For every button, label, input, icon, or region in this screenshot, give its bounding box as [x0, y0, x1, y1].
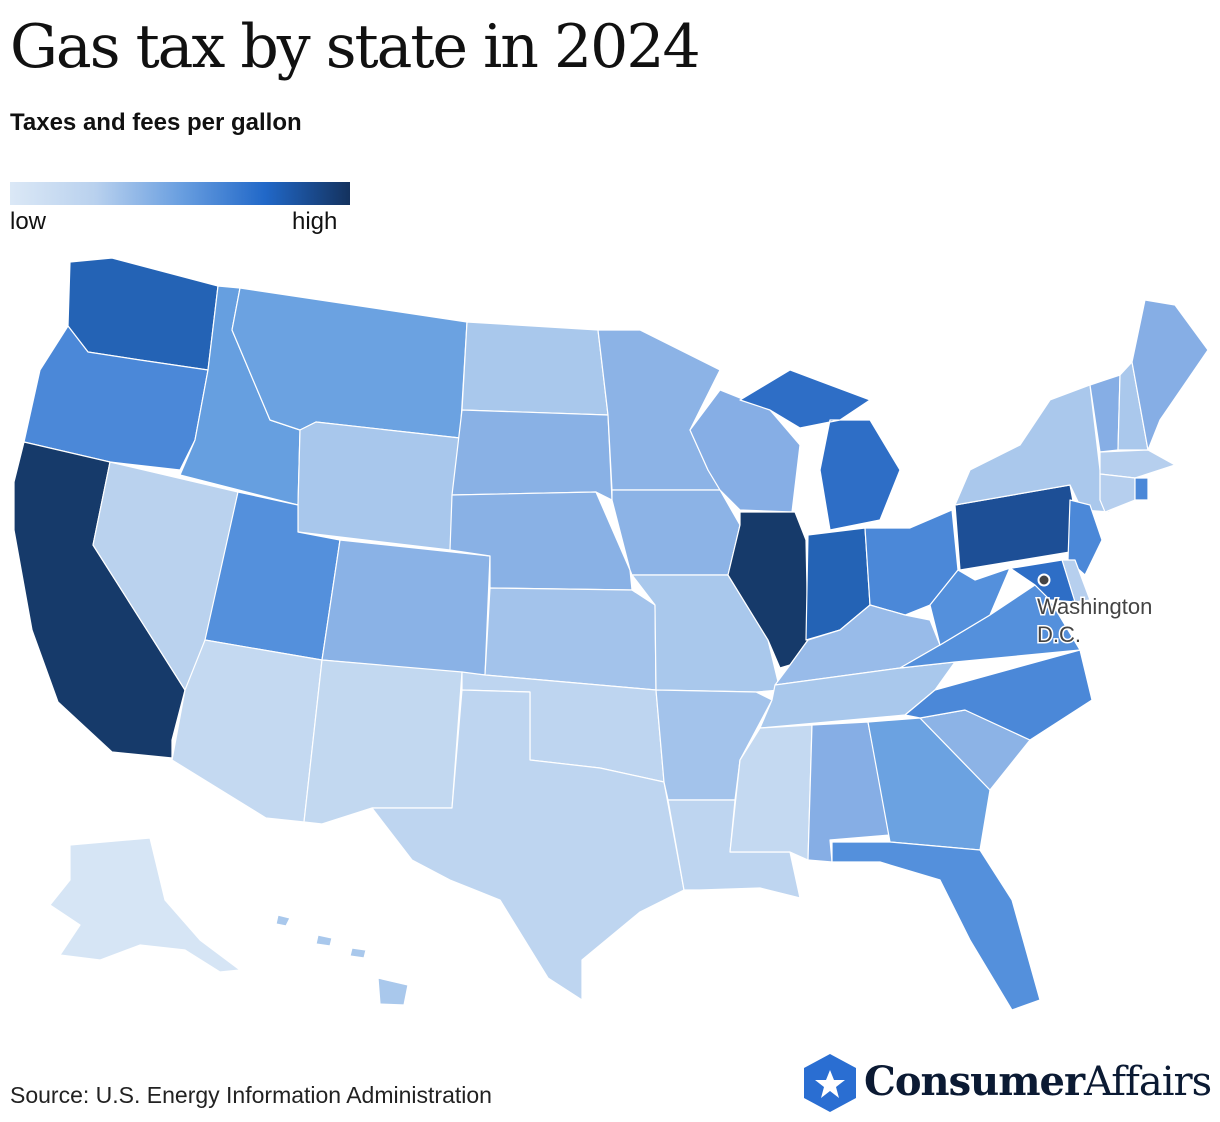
dc-label-line1: Washington [1037, 594, 1152, 619]
state-HI [275, 914, 409, 1006]
state-MI [739, 369, 901, 531]
map-title: Gas tax by state in 2024 [10, 12, 701, 82]
state-ME [1131, 299, 1209, 451]
legend-subtitle: Taxes and fees per gallon [10, 109, 302, 136]
state-GA [867, 717, 991, 851]
state-NJ [1067, 499, 1103, 576]
state-KS [484, 587, 657, 691]
dc-label-line2: D.C. [1037, 622, 1081, 647]
state-MA [1099, 449, 1176, 479]
state-NC [904, 649, 1093, 741]
state-TX [371, 689, 685, 1001]
dc-marker [1037, 573, 1051, 587]
state-ND [461, 321, 609, 416]
state-NM [303, 659, 463, 825]
legend-low-label: low [10, 208, 47, 235]
legend-color-ramp [10, 182, 350, 205]
brand-wordmark: ConsumerAffairs [864, 1058, 1212, 1105]
state-IA [611, 489, 741, 576]
source-note: Source: U.S. Energy Information Administ… [10, 1082, 492, 1108]
brand-name-light: Affairs [1084, 1059, 1212, 1105]
state-FL [831, 841, 1041, 1011]
legend-high-label: high [292, 208, 338, 235]
state-MN [597, 329, 721, 491]
star-shield-icon [804, 1054, 856, 1112]
state-AK [49, 837, 241, 973]
brand-logo: ConsumerAffairs [802, 1050, 1212, 1116]
state-RI [1134, 477, 1149, 501]
state-AZ [171, 639, 323, 823]
state-SD [451, 409, 613, 501]
state-OR [23, 325, 209, 471]
state-WY [297, 421, 461, 551]
brand-name-bold: Consumer [864, 1058, 1085, 1105]
state-CO [321, 539, 491, 676]
state-MD [987, 559, 1076, 603]
state-IL [727, 511, 809, 669]
us-state-map: Washington D.C. [13, 257, 1209, 1011]
state-CT [1099, 473, 1136, 513]
